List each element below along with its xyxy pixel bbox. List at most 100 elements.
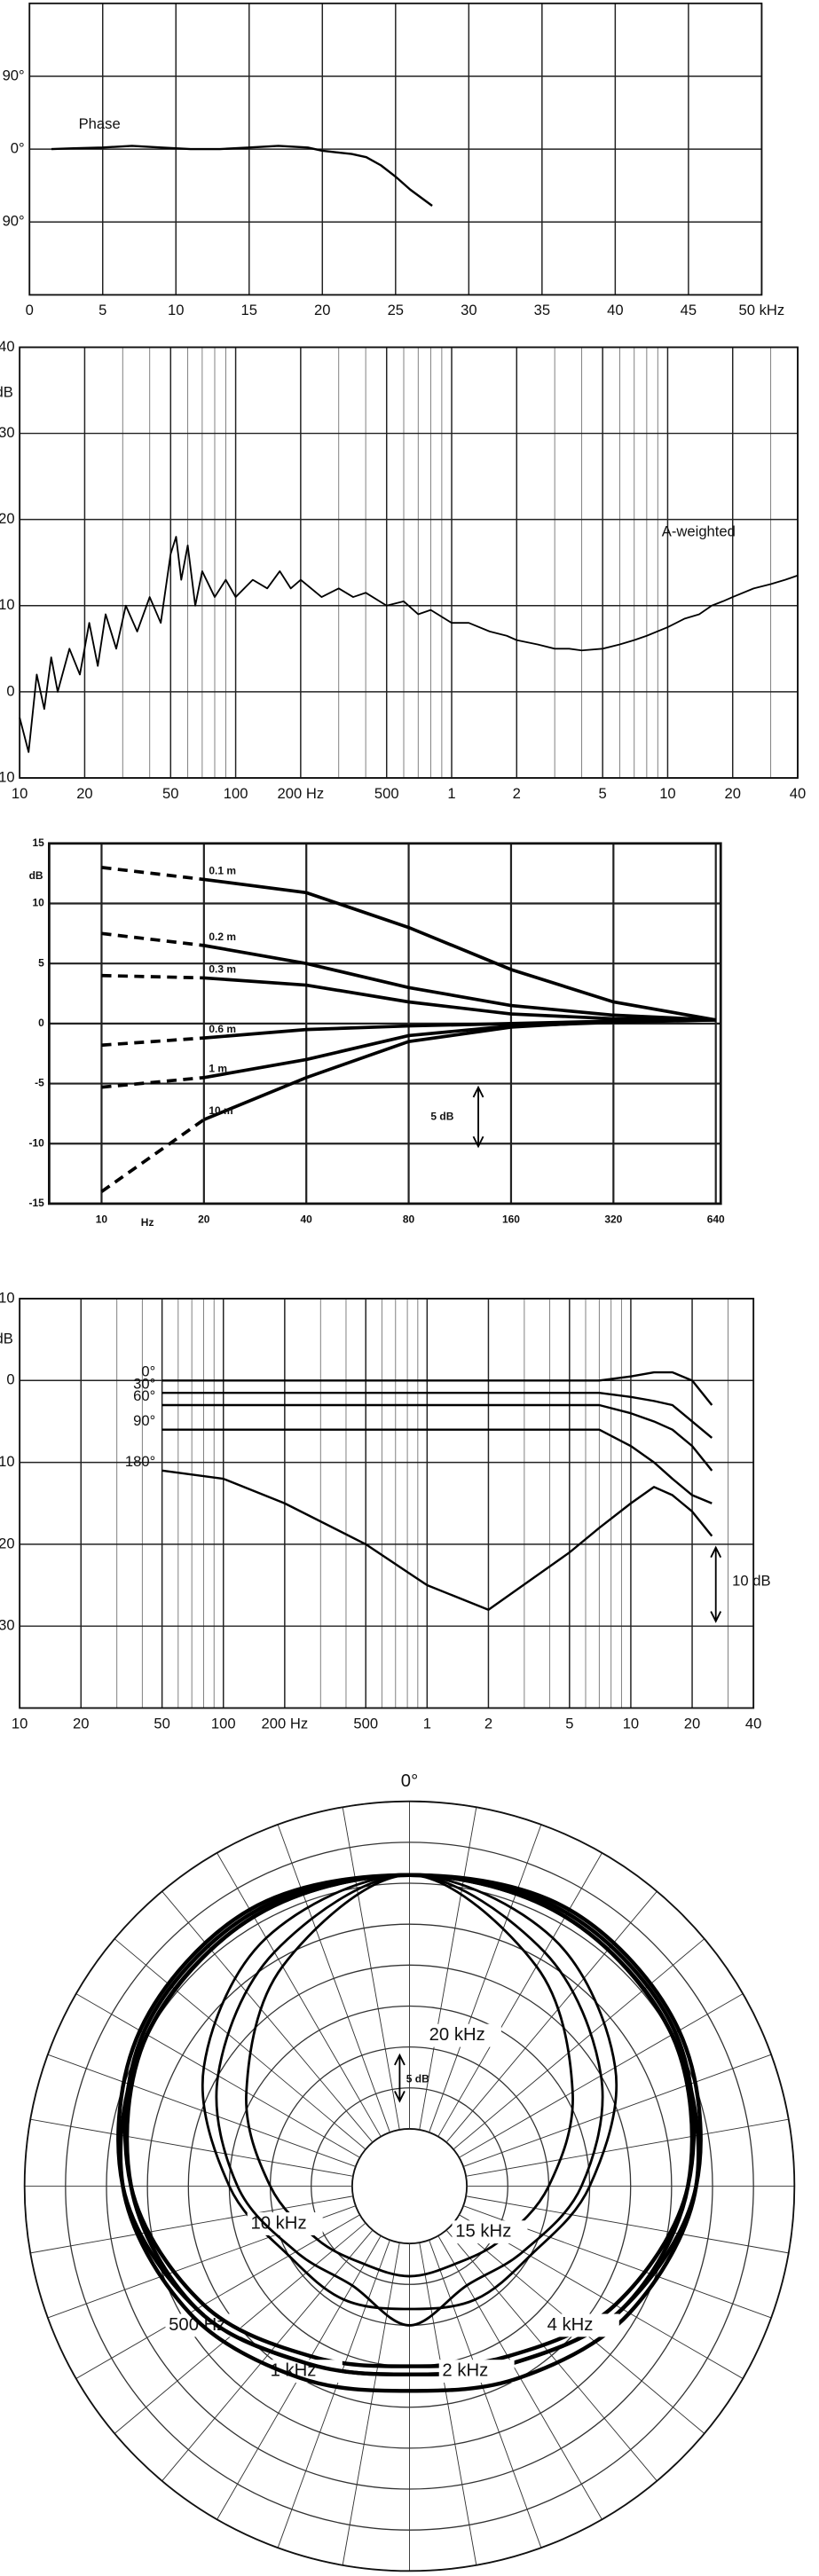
y-tick-label: 0°	[11, 139, 25, 156]
polar-hole	[350, 2127, 469, 2245]
label-background	[425, 2023, 501, 2047]
series-line-extrapolated	[101, 1036, 204, 1048]
series-line-extrapolated	[101, 973, 204, 980]
x-tick-label: 10	[12, 1715, 28, 1732]
series-line	[203, 877, 717, 1022]
series-line	[19, 536, 799, 753]
annotation: 5 dB	[430, 1110, 453, 1122]
x-tick-label: 40	[301, 1213, 313, 1226]
y-tick-label: 10	[0, 1289, 15, 1306]
series-label: 30°	[133, 1375, 155, 1392]
plot-frame	[19, 1298, 755, 1709]
polar-curve	[215, 1873, 604, 2327]
series-label: 0.1 m	[209, 864, 236, 876]
x-tick-label: 200 Hz	[278, 785, 325, 802]
series-label: 10 m	[209, 1104, 232, 1117]
y-tick-label: 0	[38, 1017, 44, 1029]
label-background	[452, 2220, 528, 2244]
x-tick-label: 50	[154, 1715, 169, 1732]
series-label: 0.6 m	[209, 1023, 236, 1035]
x-tick-label: 5	[98, 302, 106, 318]
dimension-arrow-head	[710, 1545, 722, 1559]
annotation: 10 dB	[732, 1573, 770, 1590]
radial-grid-ring	[311, 2087, 508, 2285]
x-tick-label: 15	[241, 302, 257, 318]
plot-frame	[28, 2, 763, 296]
dimension-arrow-head	[710, 1611, 722, 1623]
y-tick-label: -15	[29, 1197, 45, 1209]
dimension-arrow-head	[394, 2053, 406, 2066]
polar-curve	[118, 1873, 701, 2393]
series-line	[161, 1391, 713, 1439]
series-label: Phase	[79, 115, 121, 132]
series-line	[203, 976, 716, 1022]
series-line-extrapolated	[101, 1075, 204, 1089]
series-line	[161, 1469, 713, 1611]
x-tick-label: 20	[73, 1715, 89, 1732]
x-tick-label: 40	[607, 302, 623, 318]
radial-grid-ring	[106, 1882, 713, 2490]
y-tick-label: 90°	[3, 67, 25, 83]
series-label: A-weighted	[662, 522, 736, 539]
y-tick-label: -20	[0, 1535, 15, 1551]
y-tick-label: 15	[32, 836, 44, 849]
polar-curve	[122, 1873, 697, 2368]
label-background	[247, 2212, 323, 2235]
series-label: 90°	[133, 1412, 155, 1429]
series-label: 1 kHz	[271, 2360, 317, 2380]
polar-curve	[245, 1873, 574, 2278]
radial-grid-ring	[65, 1842, 754, 2531]
annotation: 5 dB	[406, 2073, 429, 2085]
x-tick-label: 20	[76, 785, 92, 802]
x-tick-label: 20	[684, 1715, 700, 1732]
series-line	[161, 1370, 713, 1406]
series-label: 60°	[133, 1387, 155, 1404]
dimension-arrow-head	[472, 1135, 484, 1149]
series-label: 10 kHz	[250, 2213, 306, 2233]
y-tick-label: 10	[32, 897, 44, 909]
x-tick-label: 5	[565, 1715, 573, 1732]
x-tick-label: 640	[707, 1213, 725, 1226]
x-tick-label: 20	[198, 1213, 210, 1226]
radial-grid-ring	[187, 1964, 632, 2408]
plot-frame	[47, 842, 722, 1206]
series-label: 15 kHz	[455, 2222, 511, 2242]
series-label: 0.3 m	[209, 962, 236, 975]
series-label: 0°	[141, 1363, 155, 1379]
series-line	[161, 1403, 713, 1472]
x-tick-label: 5	[599, 785, 607, 802]
x-tick-label: 80	[403, 1213, 415, 1226]
x-tick-label: 160	[502, 1213, 520, 1226]
series-line-extrapolated	[101, 866, 205, 882]
series-label: 2 kHz	[442, 2360, 488, 2380]
x-tick-label: 100	[224, 785, 248, 802]
radial-grid-ring	[146, 1923, 673, 2449]
x-tick-label: 320	[604, 1213, 622, 1226]
y-tick-label: 5	[38, 956, 44, 969]
y-axis-unit: dB	[0, 384, 13, 401]
x-tick-label: 40	[745, 1715, 761, 1732]
x-tick-label: 20	[314, 302, 330, 318]
y-tick-label: 10	[0, 596, 15, 613]
x-tick-label: 10	[659, 785, 675, 802]
y-tick-label: 0	[6, 682, 14, 699]
series-line	[203, 1017, 716, 1080]
x-tick-label: 500	[353, 1715, 378, 1732]
y-tick-label: -10	[29, 1136, 45, 1149]
chart-title: 0°	[401, 1771, 418, 1791]
series-label: 20 kHz	[429, 2025, 485, 2045]
x-tick-label: 10	[623, 1715, 639, 1732]
series-label: 180°	[125, 1453, 155, 1470]
x-tick-label: 500	[374, 785, 399, 802]
y-tick-label: -5	[35, 1077, 44, 1089]
x-tick-label: 10	[12, 785, 28, 802]
x-tick-label: 30	[461, 302, 476, 318]
y-tick-label: 40	[0, 338, 15, 355]
y-tick-label: 90°	[3, 213, 25, 230]
plot-frame	[19, 346, 799, 779]
x-tick-label: 20	[724, 785, 740, 802]
x-tick-label: 50	[162, 785, 178, 802]
x-tick-label: 1	[423, 1715, 431, 1732]
x-tick-label: 35	[534, 302, 550, 318]
